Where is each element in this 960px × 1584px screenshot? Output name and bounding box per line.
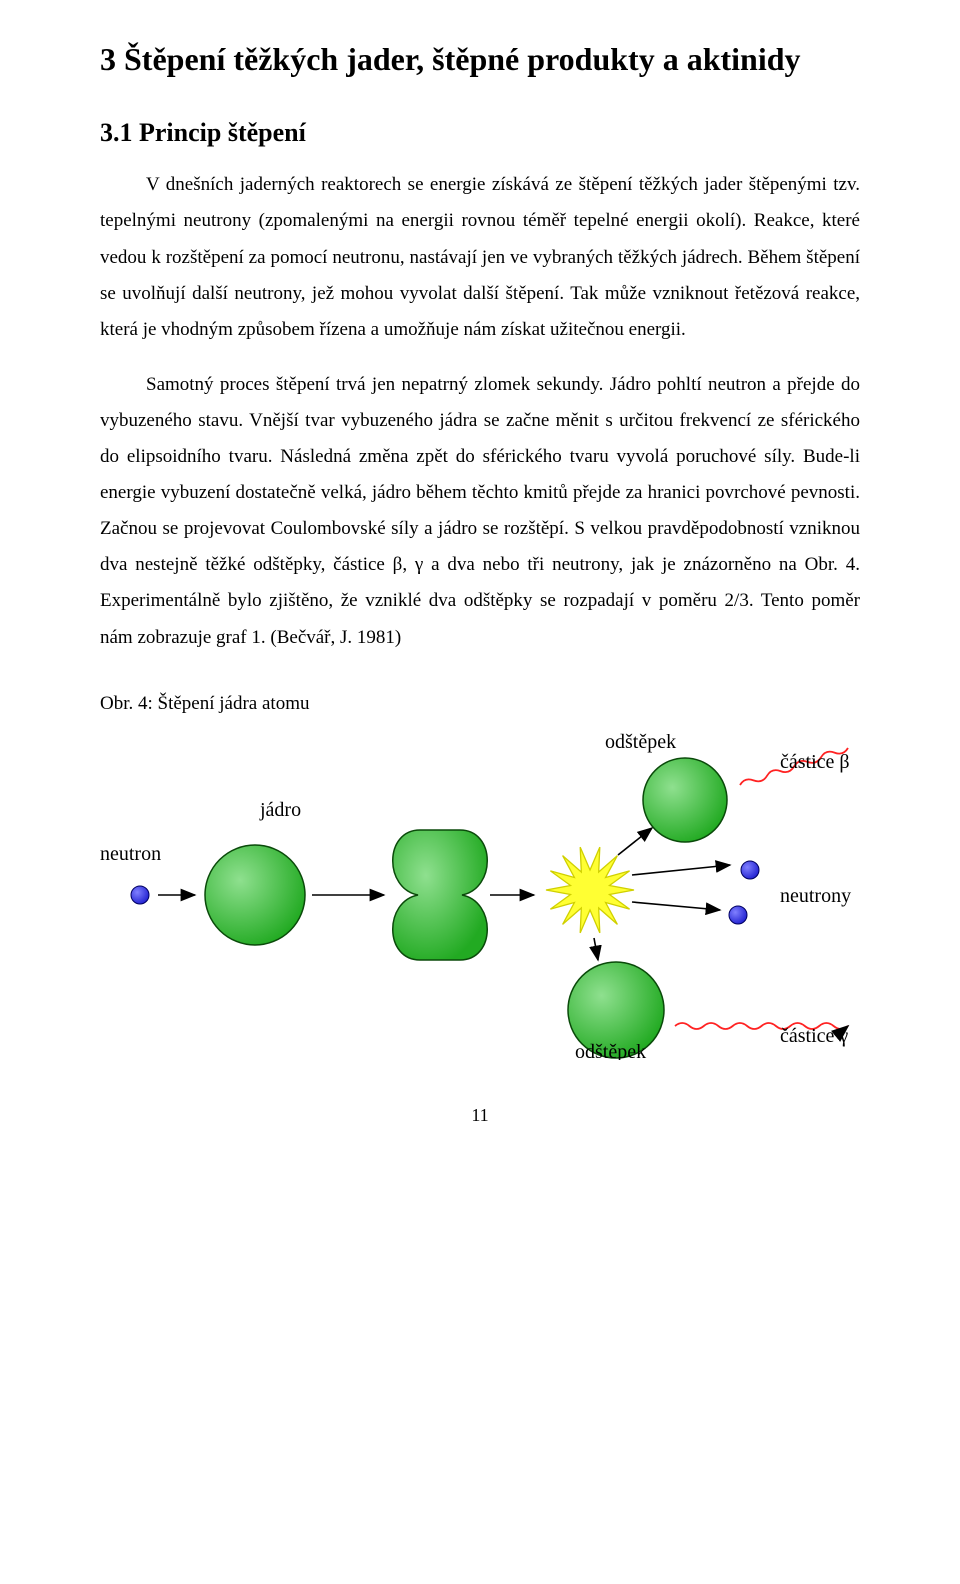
figure-caption: Obr. 4: Štěpení jádra atomu bbox=[100, 686, 860, 722]
svg-text:částice β: částice β bbox=[780, 751, 850, 773]
section-title: 3.1 Princip štěpení bbox=[100, 118, 860, 148]
page-number: 11 bbox=[100, 1105, 860, 1126]
svg-text:odštěpek: odštěpek bbox=[605, 731, 676, 753]
svg-text:odštěpek: odštěpek bbox=[575, 1041, 646, 1060]
svg-text:neutron: neutron bbox=[100, 843, 161, 865]
chapter-title: 3 Štěpení těžkých jader, štěpné produkty… bbox=[100, 40, 860, 78]
paragraph-2: Samotný proces štěpení trvá jen nepatrný… bbox=[100, 367, 860, 656]
svg-text:neutrony: neutrony bbox=[780, 885, 851, 907]
paragraph-1: V dnešních jaderných reaktorech se energ… bbox=[100, 167, 860, 347]
document-page: 3 Štěpení těžkých jader, štěpné produkty… bbox=[0, 0, 960, 1156]
fission-diagram: neutron jádro odštěpek odštěpek neutrony část… bbox=[100, 730, 860, 1065]
svg-text:částice γ: částice γ bbox=[780, 1025, 848, 1047]
svg-text:jádro: jádro bbox=[259, 799, 301, 821]
fission-svg: neutron jádro odštěpek odštěpek neutrony část… bbox=[100, 730, 860, 1060]
